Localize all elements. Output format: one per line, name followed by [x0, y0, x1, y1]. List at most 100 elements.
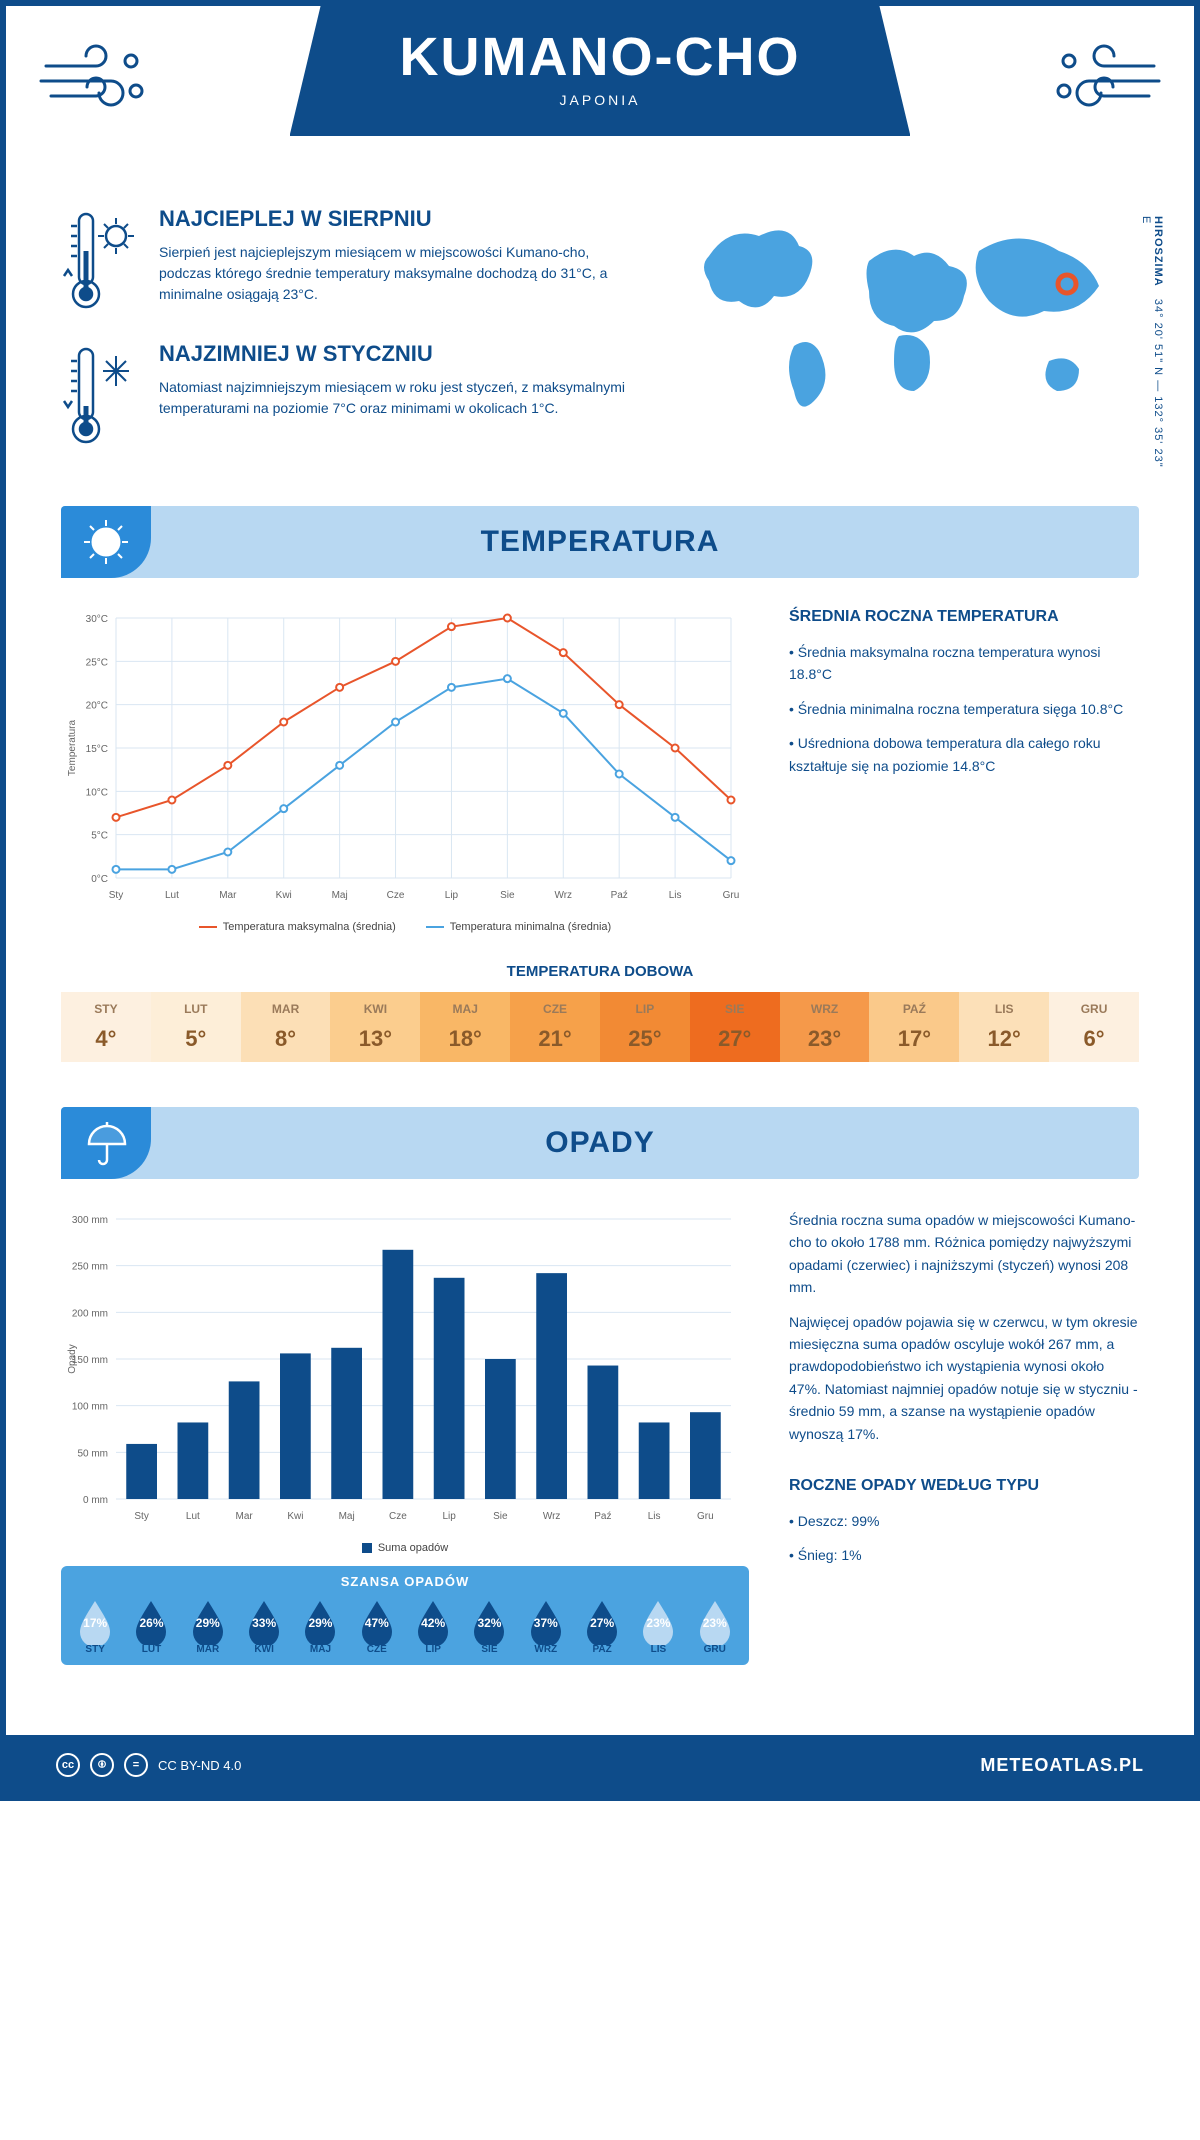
svg-text:0 mm: 0 mm — [83, 1495, 108, 1506]
site-name: METEOATLAS.PL — [980, 1755, 1144, 1776]
daily-temp-cell: PAŹ17° — [869, 992, 959, 1062]
rain-chance-drop: 26%LUT — [126, 1597, 176, 1655]
country-subtitle: JAPONIA — [400, 92, 801, 108]
svg-text:250 mm: 250 mm — [72, 1262, 108, 1273]
daily-temp-cell: LIP25° — [600, 992, 690, 1062]
svg-text:Lip: Lip — [442, 1511, 456, 1522]
daily-temp-cell: GRU6° — [1049, 992, 1139, 1062]
sun-icon — [81, 517, 131, 567]
rain-chance-drop: 23%GRU — [690, 1597, 740, 1655]
city-title: KUMANO-CHO — [400, 26, 801, 88]
header: KUMANO-CHO JAPONIA — [6, 6, 1194, 186]
svg-text:Wrz: Wrz — [543, 1511, 561, 1522]
rain-chance-drop: 27%PAŹ — [577, 1597, 627, 1655]
daily-temp-cell: CZE21° — [510, 992, 600, 1062]
thermometer-hot-icon — [61, 206, 141, 316]
svg-text:5°C: 5°C — [91, 831, 108, 842]
svg-text:Lis: Lis — [669, 890, 682, 901]
rain-chance-drop: 17%STY — [70, 1597, 120, 1655]
svg-text:20°C: 20°C — [86, 701, 108, 712]
daily-temp-cell: STY4° — [61, 992, 151, 1062]
svg-text:30°C: 30°C — [86, 614, 108, 625]
svg-text:Maj: Maj — [339, 1511, 355, 1522]
rain-chance-box: SZANSA OPADÓW 17%STY 26%LUT 29%MAR 33%KW… — [61, 1566, 749, 1665]
daily-temp-strip: STY4°LUT5°MAR8°KWI13°MAJ18°CZE21°LIP25°S… — [61, 992, 1139, 1062]
svg-text:Paź: Paź — [611, 890, 628, 901]
svg-text:25°C: 25°C — [86, 657, 108, 668]
svg-text:Maj: Maj — [332, 890, 348, 901]
world-map: HIROSZIMA 34° 20' 51" N — 132° 35' 23" E — [679, 206, 1139, 476]
svg-text:Paź: Paź — [594, 1511, 611, 1522]
warmest-block: NAJCIEPLEJ W SIERPNIU Sierpień jest najc… — [61, 206, 639, 316]
license-text: CC BY-ND 4.0 — [158, 1758, 241, 1773]
svg-text:Gru: Gru — [697, 1511, 714, 1522]
daily-temp-cell: KWI13° — [330, 992, 420, 1062]
coldest-title: NAJZIMNIEJ W STYCZNIU — [159, 341, 639, 367]
rain-chance-drop: 42%LIP — [408, 1597, 458, 1655]
precipitation-summary: Średnia roczna suma opadów w miejscowośc… — [789, 1209, 1139, 1665]
rain-chance-drop: 33%KWI — [239, 1597, 289, 1655]
warmest-title: NAJCIEPLEJ W SIERPNIU — [159, 206, 639, 232]
svg-text:Lis: Lis — [648, 1511, 661, 1522]
by-icon: 🅯 — [90, 1753, 114, 1777]
rain-chance-drop: 37%WRZ — [521, 1597, 571, 1655]
daily-temp-cell: MAR8° — [241, 992, 331, 1062]
svg-text:Gru: Gru — [723, 890, 740, 901]
umbrella-icon — [81, 1118, 131, 1168]
footer: cc 🅯 = CC BY-ND 4.0 METEOATLAS.PL — [6, 1735, 1194, 1795]
temperature-section-header: TEMPERATURA — [61, 506, 1139, 578]
svg-text:15°C: 15°C — [86, 744, 108, 755]
svg-text:Kwi: Kwi — [276, 890, 292, 901]
coordinates: HIROSZIMA 34° 20' 51" N — 132° 35' 23" E — [1140, 216, 1164, 476]
svg-text:Wrz: Wrz — [554, 890, 572, 901]
svg-text:100 mm: 100 mm — [72, 1402, 108, 1413]
daily-temp-cell: WRZ23° — [780, 992, 870, 1062]
temperature-line-chart: 0°C 5°C 10°C 15°C 20°C 25°C 30°C Sty Lut Mar Kwi Ma… — [61, 608, 741, 908]
svg-text:Kwi: Kwi — [287, 1511, 303, 1522]
wind-icon — [1044, 36, 1164, 126]
svg-text:200 mm: 200 mm — [72, 1308, 108, 1319]
coldest-block: NAJZIMNIEJ W STYCZNIU Natomiast najzimni… — [61, 341, 639, 451]
svg-text:Cze: Cze — [387, 890, 405, 901]
cc-icon: cc — [56, 1753, 80, 1777]
daily-temp-cell: MAJ18° — [420, 992, 510, 1062]
svg-text:Sty: Sty — [109, 890, 123, 901]
daily-temp-title: TEMPERATURA DOBOWA — [61, 963, 1139, 980]
svg-text:Cze: Cze — [389, 1511, 407, 1522]
thermometer-cold-icon — [61, 341, 141, 451]
svg-text:Lip: Lip — [445, 890, 459, 901]
svg-text:Sie: Sie — [493, 1511, 508, 1522]
daily-temp-cell: LUT5° — [151, 992, 241, 1062]
svg-text:Sie: Sie — [500, 890, 515, 901]
rain-chance-drop: 47%CZE — [352, 1597, 402, 1655]
coldest-text: Natomiast najzimniejszym miesiącem w rok… — [159, 377, 639, 419]
nd-icon: = — [124, 1753, 148, 1777]
svg-text:Opady: Opady — [67, 1344, 78, 1373]
svg-text:Temperatura: Temperatura — [67, 719, 78, 776]
temperature-title: TEMPERATURA — [481, 525, 720, 559]
daily-temp-cell: SIE27° — [690, 992, 780, 1062]
temperature-summary: ŚREDNIA ROCZNA TEMPERATURA • Średnia mak… — [789, 608, 1139, 933]
daily-temp-cell: LIS12° — [959, 992, 1049, 1062]
svg-text:50 mm: 50 mm — [77, 1448, 108, 1459]
rain-chance-drop: 32%SIE — [464, 1597, 514, 1655]
precipitation-title: OPADY — [545, 1126, 654, 1160]
svg-text:10°C: 10°C — [86, 787, 108, 798]
svg-text:Sty: Sty — [134, 1511, 148, 1522]
rain-chance-drop: 29%MAR — [183, 1597, 233, 1655]
rain-chance-drop: 23%LIS — [633, 1597, 683, 1655]
svg-text:Mar: Mar — [236, 1511, 254, 1522]
precipitation-section-header: OPADY — [61, 1107, 1139, 1179]
temp-chart-legend: Temperatura maksymalna (średnia) Tempera… — [61, 921, 749, 933]
warmest-text: Sierpień jest najcieplejszym miesiącem w… — [159, 242, 639, 305]
svg-text:Mar: Mar — [219, 890, 237, 901]
precip-chart-legend: Suma opadów — [61, 1542, 749, 1554]
title-banner: KUMANO-CHO JAPONIA — [290, 6, 911, 136]
precipitation-bar-chart: 0 mm50 mm100 mm150 mm200 mm250 mm300 mmS… — [61, 1209, 741, 1529]
svg-text:0°C: 0°C — [91, 874, 108, 885]
wind-icon — [36, 36, 156, 126]
svg-text:Lut: Lut — [165, 890, 179, 901]
svg-text:Lut: Lut — [186, 1511, 200, 1522]
svg-text:300 mm: 300 mm — [72, 1215, 108, 1226]
rain-chance-drop: 29%MAJ — [295, 1597, 345, 1655]
